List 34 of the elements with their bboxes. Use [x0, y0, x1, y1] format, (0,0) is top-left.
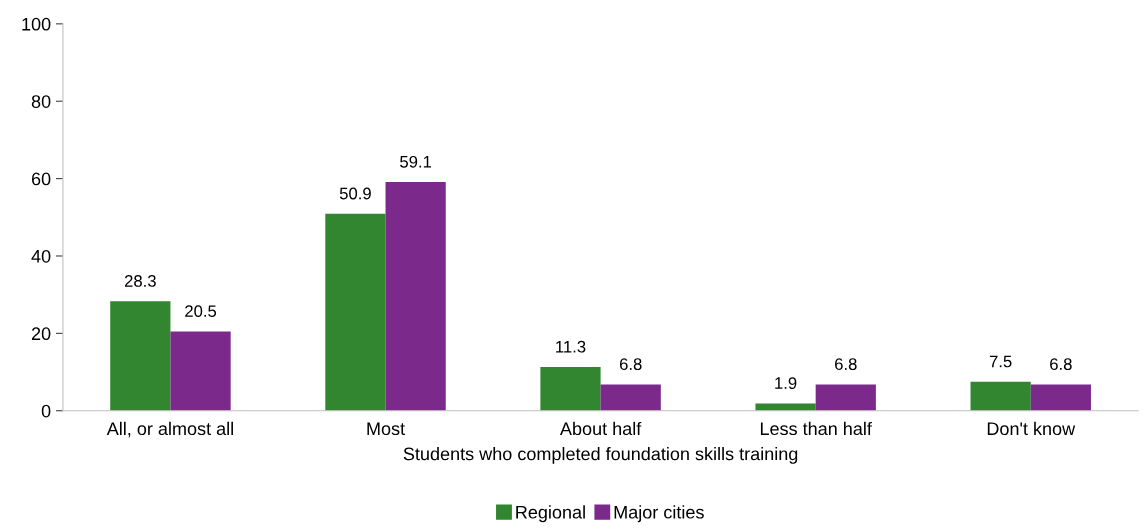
data-label: 50.9	[339, 187, 371, 200]
y-tick-label: 80	[31, 95, 51, 108]
bar	[1030, 384, 1091, 411]
bar	[970, 381, 1031, 411]
x-tick-label: Don't know	[987, 421, 1076, 436]
bar	[755, 403, 816, 411]
bar	[815, 384, 876, 411]
bar	[110, 301, 171, 411]
bar	[540, 367, 601, 411]
y-tick-label: 20	[31, 327, 51, 341]
x-tick-label: All, or almost all	[106, 421, 233, 438]
data-label: 6.8	[835, 358, 857, 371]
data-label: 7.5	[989, 355, 1012, 368]
data-label: 1.9	[775, 377, 797, 389]
y-tick-label: 40	[31, 249, 51, 263]
x-tick-label: About half	[559, 421, 642, 436]
bar	[170, 331, 231, 411]
bar	[600, 384, 661, 411]
x-tick-label: Most	[367, 422, 405, 436]
data-label: 28.3	[124, 275, 156, 287]
y-tick-label: 100	[22, 17, 51, 31]
data-label: 59.1	[400, 155, 432, 168]
y-tick-label: 0	[41, 404, 51, 418]
x-tick-label: Less than half	[760, 421, 872, 436]
y-tick-label: 60	[31, 172, 51, 186]
x-axis-title: Students who completed foundation skills training	[403, 447, 798, 464]
bar	[385, 182, 446, 411]
data-label: 6.8	[1050, 358, 1072, 371]
bar	[325, 213, 386, 411]
data-label: 20.5	[185, 305, 217, 318]
data-label: 6.8	[619, 358, 642, 371]
legend-label: Regional	[516, 505, 585, 523]
data-label: 11.3	[556, 340, 586, 353]
legend-label: Major cities	[614, 505, 704, 523]
